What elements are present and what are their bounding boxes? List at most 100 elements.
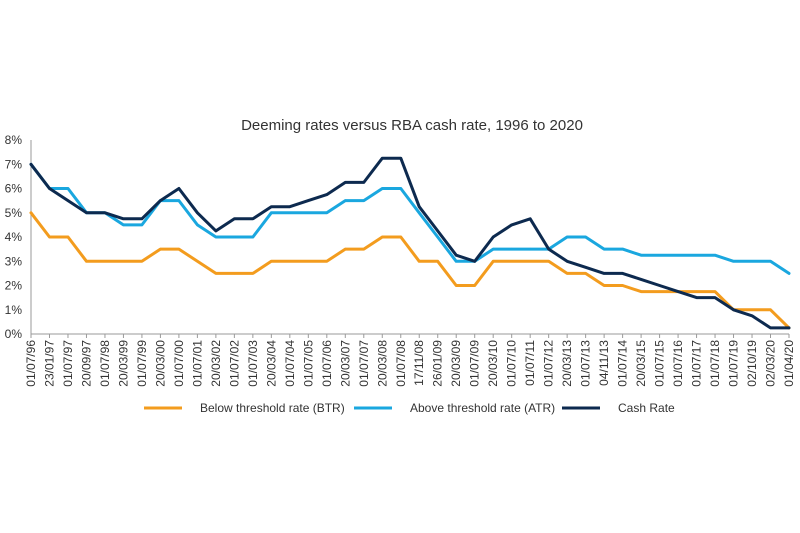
x-tick-label: 01/07/96 [24,340,38,387]
data-point [140,260,144,263]
data-point [639,253,643,257]
data-point [177,199,181,202]
data-point [565,235,569,239]
data-point [565,272,569,275]
data-point [769,308,772,311]
data-point [491,247,495,251]
data-point [344,199,347,202]
data-point [214,235,218,239]
data-point [362,247,365,251]
data-point [732,308,735,311]
legend-label: Above threshold rate (ATR) [410,401,555,415]
data-point [85,211,88,214]
data-point [621,272,624,275]
data-point [307,260,310,263]
y-tick-label: 6% [5,182,23,196]
chart-title: Deeming rates versus RBA cash rate, 1996… [241,117,583,134]
data-point [750,314,754,318]
data-point [196,211,199,214]
x-tick-label: 20/09/97 [79,340,93,387]
data-point [196,260,199,263]
data-point [122,223,125,227]
data-point [29,211,33,214]
data-point [399,156,402,160]
data-point [436,235,439,239]
data-point [233,272,236,275]
x-tick-label: 20/03/99 [116,340,130,387]
data-point [399,235,402,239]
data-point [750,308,754,311]
data-point [436,229,439,233]
data-point [769,326,772,330]
data-point [66,187,70,190]
x-tick-label: 01/07/05 [301,340,315,387]
data-point [418,260,421,263]
data-point [602,247,606,251]
data-point [418,211,421,214]
data-point [325,193,329,196]
data-point [713,253,717,257]
data-point [288,205,292,208]
x-tick-label: 01/07/00 [172,340,186,387]
data-point [510,247,513,251]
x-tick-label: 20/03/02 [209,340,223,387]
x-tick-label: 01/07/98 [98,340,112,387]
x-tick-label: 01/07/10 [505,340,519,387]
x-tick-label: 02/10/19 [745,340,759,387]
data-point [214,272,218,275]
data-point [713,296,717,299]
data-point [491,260,495,263]
x-tick-label: 04/11/13 [597,340,611,386]
x-tick-label: 26/01/09 [431,340,445,387]
x-tick-label: 01/07/08 [394,340,408,387]
x-tick-label: 20/03/10 [486,340,500,387]
data-point [732,260,735,263]
data-point [676,253,680,257]
x-tick-label: 20/03/04 [264,340,278,387]
x-tick-label: 01/07/11 [523,340,537,386]
data-point [418,205,421,208]
x-tick-label: 01/04/20 [782,340,796,387]
data-point [29,163,33,166]
data-point [122,217,125,221]
data-point [584,266,587,269]
x-tick-label: 20/03/08 [375,340,389,387]
x-tick-label: 01/07/14 [616,340,630,387]
data-point [270,211,273,214]
data-point [769,260,772,263]
data-point [473,284,476,287]
x-tick-label: 01/07/16 [671,340,685,387]
data-point [381,235,384,239]
x-tick-label: 20/03/13 [560,340,574,387]
data-point [270,260,273,263]
data-point [159,199,162,202]
data-point [103,211,107,214]
data-point [602,272,606,275]
data-point [251,235,255,239]
data-point [196,223,199,227]
legend-label: Cash Rate [618,401,675,415]
x-tick-label: 01/07/12 [542,340,556,387]
series-line [29,211,791,330]
data-point [233,217,236,221]
data-point [344,181,347,184]
x-tick-label: 20/03/09 [449,340,463,387]
x-tick-label: 01/07/18 [708,340,722,387]
data-point [713,290,717,293]
data-point [307,199,310,202]
y-tick-label: 1% [5,303,23,317]
data-point [381,187,384,190]
data-point [362,181,365,184]
y-tick-label: 7% [5,157,23,171]
data-point [159,247,162,251]
y-tick-label: 8% [5,133,23,147]
legend: Below threshold rate (BTR) Above threshol… [144,401,675,415]
x-tick-label: 01/07/03 [246,340,260,387]
data-point [491,235,495,239]
y-tick-label: 5% [5,206,23,220]
y-tick-label: 4% [5,230,23,244]
data-point [251,217,255,221]
data-point [48,235,51,239]
data-point [48,187,51,190]
data-point [473,260,476,263]
